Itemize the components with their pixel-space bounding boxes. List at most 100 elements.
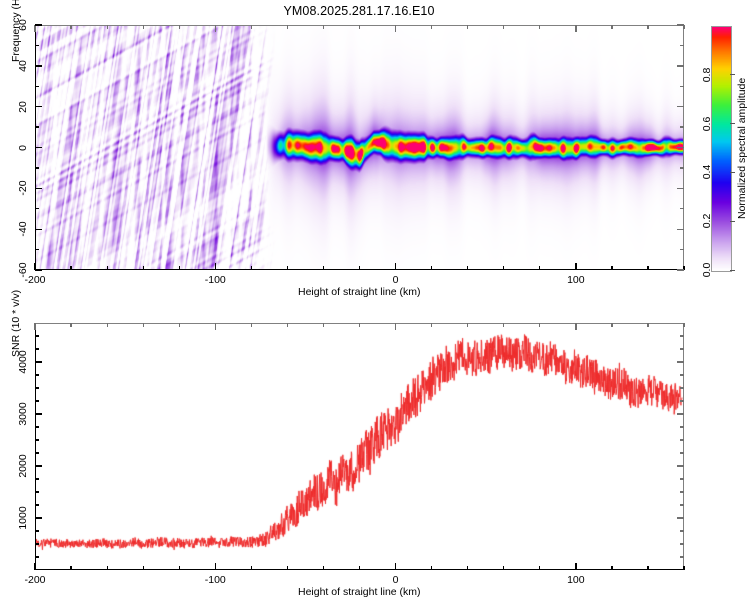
y-minor-tick-right xyxy=(680,348,684,350)
y-major-tick-right xyxy=(677,228,684,230)
spectrogram-canvas xyxy=(36,26,683,269)
x-minor-tick xyxy=(178,566,180,570)
y-major-tick-right xyxy=(677,413,684,415)
y-tick-label: 20 xyxy=(17,100,29,113)
y-major-tick-right xyxy=(677,187,684,190)
y-minor-tick xyxy=(35,348,39,350)
x-minor-tick-top xyxy=(178,25,180,29)
colorbar-tick-label: 0.2 xyxy=(701,213,713,229)
x-minor-tick-top xyxy=(70,25,72,29)
y-minor-tick-right xyxy=(680,400,684,402)
x-major-tick xyxy=(34,563,36,570)
x-minor-tick-top xyxy=(250,25,253,29)
y-minor-tick-right xyxy=(680,543,684,545)
x-minor-tick-top xyxy=(286,323,289,327)
colorbar-tick-label: 0.6 xyxy=(701,116,713,131)
x-minor-tick-top xyxy=(178,323,180,327)
y-minor-tick xyxy=(35,374,39,376)
y-minor-tick xyxy=(35,452,39,454)
colorbar-tick-label: 0.8 xyxy=(701,67,713,83)
x-minor-tick xyxy=(539,266,541,270)
y-minor-tick xyxy=(35,478,39,480)
y-tick-label: -40 xyxy=(17,221,29,237)
y-minor-tick-right xyxy=(680,491,684,493)
y-minor-tick-right xyxy=(680,167,684,169)
x-major-tick-top xyxy=(394,323,397,330)
x-minor-tick-top xyxy=(647,25,649,29)
y-minor-tick-right xyxy=(680,439,684,441)
y-minor-tick xyxy=(35,530,39,532)
y-major-tick-right xyxy=(677,24,684,26)
y-tick-label: 1000 xyxy=(17,506,29,530)
x-minor-tick-top xyxy=(431,323,433,327)
colorbar-tick-label: 0.0 xyxy=(701,262,713,278)
x-minor-tick-top xyxy=(467,323,469,327)
y-tick-label: 3000 xyxy=(17,402,29,426)
y-minor-tick-right xyxy=(680,44,684,47)
x-tick-label: 0 xyxy=(392,574,399,586)
x-minor-tick xyxy=(250,566,253,570)
y-minor-tick-right xyxy=(680,387,684,389)
x-minor-tick xyxy=(286,266,289,270)
x-minor-tick xyxy=(106,266,108,270)
x-major-tick xyxy=(394,263,397,270)
x-minor-tick xyxy=(358,266,361,270)
x-minor-tick-top xyxy=(611,25,613,29)
x-tick-label: -100 xyxy=(204,574,226,586)
x-minor-tick-top xyxy=(70,323,72,327)
x-minor-tick xyxy=(611,266,613,270)
y-major-tick xyxy=(35,269,42,271)
x-minor-tick-top xyxy=(647,323,649,327)
y-minor-tick-right xyxy=(680,452,684,454)
x-major-tick xyxy=(394,563,397,570)
x-minor-tick-top xyxy=(322,323,325,327)
y-minor-tick-right xyxy=(680,126,684,128)
y-minor-tick xyxy=(35,335,39,337)
y-minor-tick-right xyxy=(680,335,684,337)
spectrogram-ylabel: Frequency (Hz) xyxy=(10,0,22,62)
x-major-tick xyxy=(575,263,577,270)
y-major-tick xyxy=(35,413,42,415)
colorbar-tick xyxy=(730,269,735,271)
y-major-tick xyxy=(35,187,42,190)
y-tick-label: 0 xyxy=(17,144,29,151)
x-minor-tick-top xyxy=(683,25,685,29)
x-minor-tick-top xyxy=(683,323,685,327)
y-major-tick xyxy=(35,361,42,363)
y-major-tick xyxy=(35,106,42,108)
y-major-tick-right xyxy=(677,465,684,467)
y-minor-tick xyxy=(35,85,39,87)
colorbar-tick xyxy=(730,123,735,125)
y-major-tick xyxy=(35,228,42,230)
y-minor-tick-right xyxy=(680,504,684,506)
y-minor-tick-right xyxy=(680,556,684,558)
x-minor-tick-top xyxy=(539,25,541,29)
y-major-tick-right xyxy=(677,269,684,271)
y-minor-tick xyxy=(35,426,39,428)
x-tick-label: -200 xyxy=(24,274,46,286)
x-minor-tick-top xyxy=(503,323,505,327)
x-minor-tick xyxy=(322,266,325,270)
x-tick-label: -100 xyxy=(204,274,226,286)
x-minor-tick xyxy=(611,566,613,570)
y-major-tick xyxy=(35,465,42,467)
x-minor-tick xyxy=(142,266,144,270)
x-minor-tick-top xyxy=(250,323,253,327)
x-minor-tick-top xyxy=(431,25,433,29)
x-minor-tick-top xyxy=(611,323,613,327)
y-minor-tick-right xyxy=(680,530,684,532)
x-major-tick-top xyxy=(394,25,397,32)
page-title: YM08.2025.281.17.16.E10 xyxy=(283,4,435,18)
x-minor-tick xyxy=(358,566,361,570)
x-major-tick-top xyxy=(214,25,216,32)
x-minor-tick-top xyxy=(467,25,469,29)
x-minor-tick-top xyxy=(322,25,325,29)
colorbar-tick xyxy=(730,171,735,174)
x-minor-tick-top xyxy=(142,323,144,327)
y-minor-tick xyxy=(35,126,39,128)
snr-canvas xyxy=(36,324,683,569)
y-minor-tick-right xyxy=(680,208,684,210)
x-minor-tick xyxy=(106,566,108,570)
x-minor-tick xyxy=(250,266,253,270)
y-minor-tick xyxy=(35,248,39,251)
